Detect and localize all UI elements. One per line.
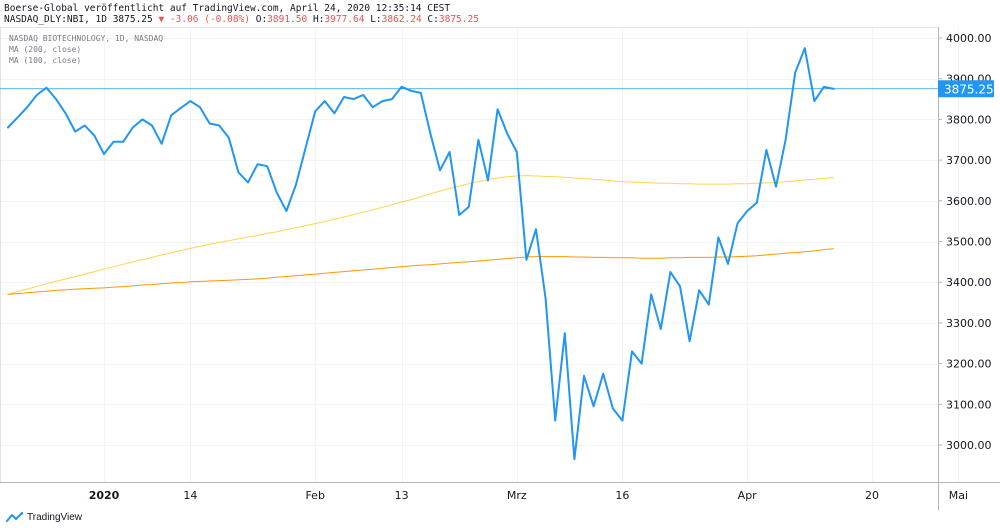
last-price-label: 3875.25 — [944, 82, 994, 96]
high-label: H: — [312, 14, 325, 25]
symbol-label: NASDAQ_DLY:NBI, 1D — [4, 14, 107, 25]
close-value: 3875.25 — [438, 14, 479, 25]
grid-lines — [0, 27, 959, 482]
y-tick-label-3500: 3500.00 — [946, 236, 992, 249]
last-price-marker: 3875.25 — [0, 80, 994, 98]
price-series-line — [7, 47, 835, 461]
last-price-label-bg — [938, 80, 994, 98]
close-label: C: — [427, 14, 439, 25]
x-tick-label-2020: 2020 — [89, 489, 120, 502]
legend-instrument: NASDAQ BIOTECHNOLOGY, 1D, NASDAQ — [9, 34, 164, 43]
y-tick-label-3700: 3700.00 — [946, 154, 992, 167]
y-tick-label-3100: 3100.00 — [946, 398, 992, 411]
tradingview-logo-text: TradingView — [27, 512, 83, 523]
ma200-series-line — [7, 175, 835, 295]
x-tick-label-Apr: Apr — [738, 489, 758, 502]
legend-ma200: MA (200, close) — [9, 45, 82, 54]
x-tick-label-16: 16 — [615, 489, 629, 502]
x-tick-label-Mrz: Mrz — [507, 489, 527, 502]
ohlc-header: NASDAQ_DLY:NBI, 1D 3875.25 ▼ -3.06 (-0.0… — [4, 14, 479, 25]
tradingview-branding[interactable]: TradingView — [6, 512, 82, 523]
ma100-series-line — [7, 248, 835, 295]
x-tick-label-Mai: Mai — [949, 489, 968, 502]
x-tick-label-20: 20 — [865, 489, 879, 502]
y-tick-label-3200: 3200.00 — [946, 358, 992, 371]
high-value: 3977.64 — [324, 14, 365, 25]
y-tick-label-3300: 3300.00 — [946, 317, 992, 330]
plot-frame — [0, 27, 939, 483]
time-axis[interactable]: 2020 14 Feb 13 Mrz 16 Apr 20 Mai — [89, 489, 968, 502]
open-value: 3891.50 — [267, 14, 308, 25]
low-label: L: — [370, 14, 382, 25]
y-tick-label-3600: 3600.00 — [946, 195, 992, 208]
chart-legend: NASDAQ BIOTECHNOLOGY, 1D, NASDAQ MA (200… — [9, 33, 163, 66]
change-value: ▼ -3.06 (-0.08%) — [158, 14, 250, 25]
y-tick-label-3000: 3000.00 — [946, 439, 992, 452]
legend-ma100: MA (100, close) — [9, 56, 82, 65]
open-label: O: — [255, 14, 268, 25]
low-value: 3862.24 — [381, 14, 422, 25]
series-group — [7, 47, 835, 461]
x-tick-label-13: 13 — [395, 489, 409, 502]
y-tick-label-3800: 3800.00 — [946, 113, 992, 126]
last-price: 3875.25 — [112, 14, 153, 25]
publisher-line: Boerse-Global veröffentlicht auf Trading… — [4, 3, 451, 14]
x-tick-label-14: 14 — [183, 489, 197, 502]
price-axis[interactable]: 3000.00 3100.00 3200.00 3300.00 3400.00 3500.… — [938, 32, 992, 452]
y-tick-label-3400: 3400.00 — [946, 276, 992, 289]
x-tick-label-Feb: Feb — [305, 489, 324, 502]
y-tick-label-4000: 4000.00 — [946, 32, 992, 45]
tradingview-logo-icon — [6, 512, 24, 522]
